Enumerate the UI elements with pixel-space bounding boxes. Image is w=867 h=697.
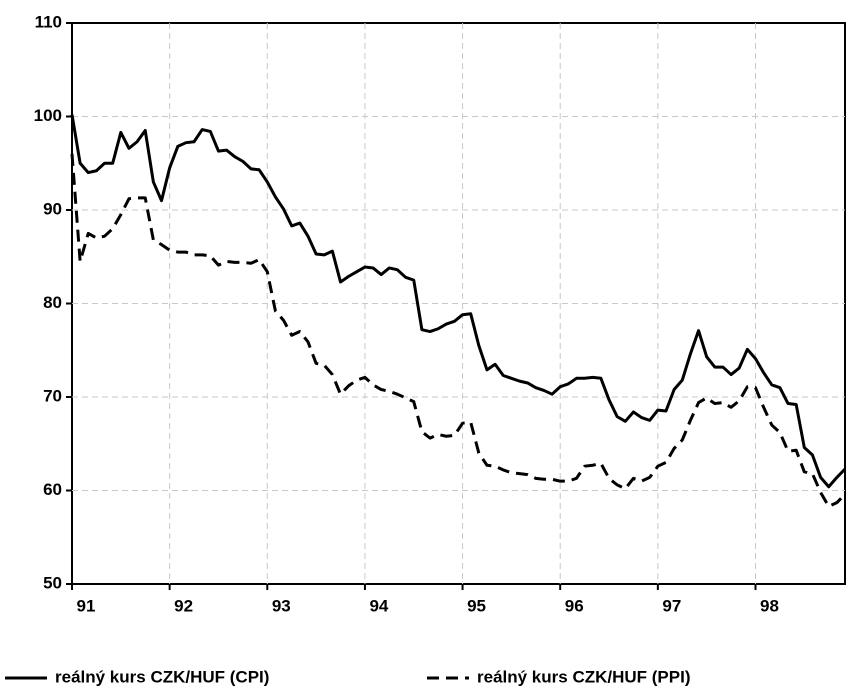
- series-line: [70, 153, 847, 508]
- x-tick-label: 91: [77, 596, 96, 615]
- x-tick-label: 93: [272, 596, 291, 615]
- y-tick-label: 90: [43, 199, 62, 218]
- y-tick-label: 70: [43, 386, 62, 405]
- x-tick-label: 94: [369, 596, 388, 615]
- y-tick-label: 60: [43, 480, 62, 499]
- y-tick-label: 100: [34, 106, 62, 125]
- y-tick-label: 50: [43, 573, 62, 592]
- x-tick-label: 96: [565, 596, 584, 615]
- legend-label: reálný kurs CZK/HUF (CPI): [55, 667, 269, 686]
- y-tick-label: 80: [43, 293, 62, 312]
- legend-label: reálný kurs CZK/HUF (PPI): [477, 667, 691, 686]
- x-tick-label: 98: [760, 596, 779, 615]
- x-tick-label: 95: [467, 596, 486, 615]
- series-line: [70, 114, 847, 489]
- x-tick-label: 97: [662, 596, 681, 615]
- x-tick-label: 92: [174, 596, 193, 615]
- y-tick-label: 110: [35, 12, 62, 31]
